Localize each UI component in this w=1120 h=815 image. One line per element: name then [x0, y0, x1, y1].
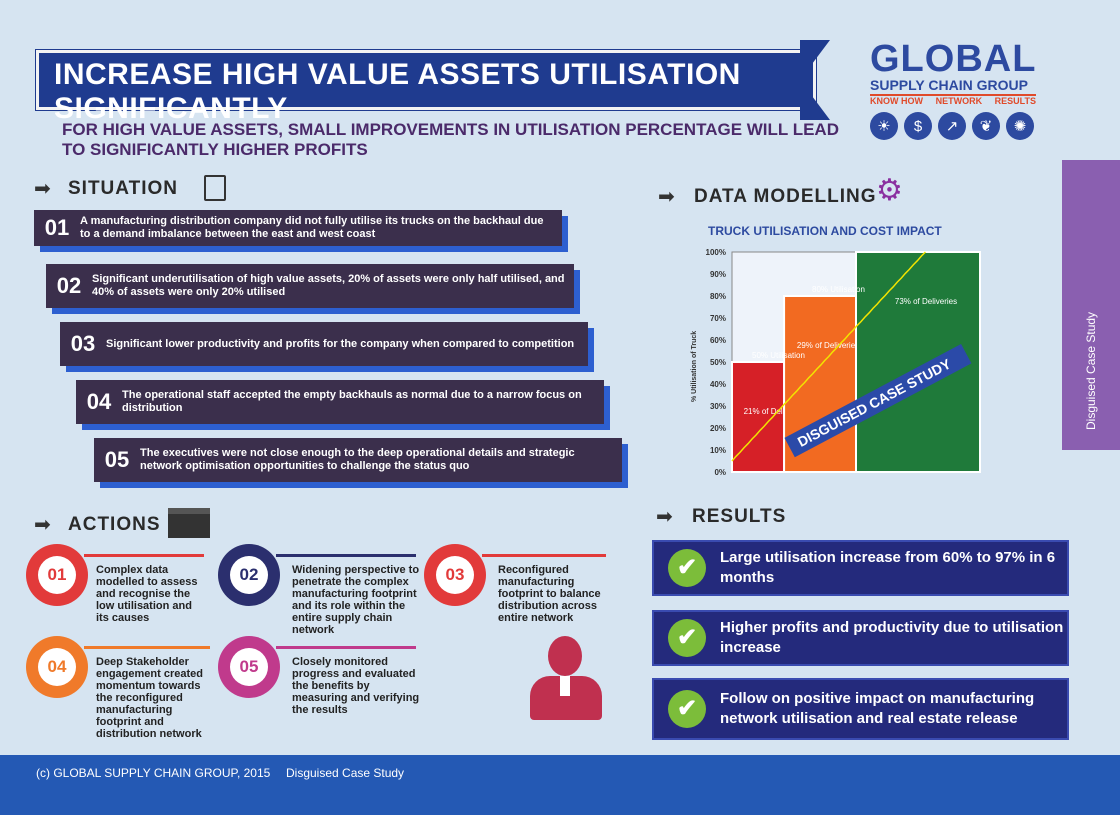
divider: [276, 554, 416, 557]
clapperboard-icon: [168, 508, 210, 538]
check-icon: ✔: [668, 619, 706, 657]
result-card: ✔ Follow on positive impact on manufactu…: [652, 678, 1069, 740]
data-modelling-heading: DATA MODELLING: [694, 186, 877, 207]
banner-ribbon-tail: [800, 40, 830, 120]
side-tab: Disguised Case Study: [1062, 160, 1120, 450]
y-tick-label: 100%: [706, 248, 726, 257]
document-edit-icon: [204, 175, 226, 201]
logo-tag-knowhow: KNOW HOW: [870, 96, 923, 106]
y-tick-label: 40%: [710, 380, 726, 389]
y-tick-label: 20%: [710, 424, 726, 433]
y-tick-label: 60%: [710, 336, 726, 345]
arrow-right-icon: ➡: [656, 506, 673, 528]
network-icon: ✺: [1006, 112, 1034, 140]
actions-heading: ACTIONS: [68, 514, 161, 535]
gear-icon: 05: [218, 636, 280, 698]
utilisation-chart: 21% of Deliv 29% of Deliveries 73% of Deli…: [676, 240, 996, 490]
arrow-right-icon: ➡: [34, 178, 51, 200]
footer-copyright: (c) GLOBAL SUPPLY CHAIN GROUP, 2015: [36, 766, 271, 780]
gears-icon: ⚙: [876, 174, 903, 207]
logo-tag-network: NETWORK: [935, 96, 983, 106]
annotation-label: 80% Utilisation: [812, 285, 865, 294]
situation-item: 05 The executives were not close enough …: [94, 438, 622, 482]
logo-tag-results: RESULTS: [994, 96, 1036, 106]
dollar-icon: $: [904, 112, 932, 140]
band-label: 21% of Deliv: [744, 407, 789, 416]
check-icon: ✔: [668, 690, 706, 728]
y-tick-label: 0%: [714, 468, 726, 477]
logo: GLOBAL SUPPLY CHAIN GROUP KNOW HOW NETWO…: [870, 40, 1050, 140]
divider: [84, 646, 210, 649]
y-axis-label: % Utilisation of Truck: [691, 331, 698, 402]
situation-item: 02 Significant underutilisation of high …: [46, 264, 574, 308]
arrow-right-icon: ➡: [34, 514, 51, 536]
band-label: 73% of Deliveries: [895, 297, 957, 306]
gear-icon: 01: [26, 544, 88, 606]
page-title: INCREASE HIGH VALUE ASSETS UTILISATION S…: [54, 58, 741, 125]
divider: [276, 646, 416, 649]
y-tick-label: 90%: [710, 270, 726, 279]
page-subtitle: FOR HIGH VALUE ASSETS, SMALL IMPROVEMENT…: [62, 120, 839, 159]
utilisation-line: [731, 251, 926, 462]
logo-wordmark: GLOBAL: [870, 38, 1037, 80]
result-card: ✔ Large utilisation increase from 60% to…: [652, 540, 1069, 596]
y-tick-label: 70%: [710, 314, 726, 323]
annotation-label: 50% Utilisation: [752, 351, 805, 360]
lightbulb-icon: ☀: [870, 112, 898, 140]
footer-note: Disguised Case Study: [286, 766, 405, 780]
chart-title: TRUCK UTILISATION AND COST IMPACT: [708, 224, 942, 238]
footer: [0, 755, 1120, 815]
situation-heading: SITUATION: [68, 178, 178, 199]
leaf-icon: ❦: [972, 112, 1000, 140]
y-tick-label: 50%: [710, 358, 726, 367]
side-tab-label: Disguised Case Study: [1084, 311, 1098, 430]
divider: [482, 554, 606, 557]
chart-band: [731, 361, 786, 473]
y-tick-label: 30%: [710, 402, 726, 411]
gear-icon: 02: [218, 544, 280, 606]
y-tick-label: 80%: [710, 292, 726, 301]
result-card: ✔ Higher profits and productivity due to…: [652, 610, 1069, 666]
band-label: 29% of Deliveries: [797, 341, 859, 350]
watermark-band: [784, 343, 972, 458]
trend-icon: ↗: [938, 112, 966, 140]
gear-icon: 03: [424, 544, 486, 606]
y-tick-label: 10%: [710, 446, 726, 455]
chart-svg: 21% of Deliv 29% of Deliveries 73% of Deli…: [691, 248, 981, 477]
logo-tagline: SUPPLY CHAIN GROUP: [870, 77, 1028, 93]
check-icon: ✔: [668, 549, 706, 587]
situation-item: 03 Significant lower productivity and pr…: [60, 322, 588, 366]
situation-item: 01 A manufacturing distribution company …: [34, 210, 562, 246]
title-banner: [36, 50, 816, 110]
businessman-icon: [526, 636, 606, 722]
results-heading: RESULTS: [692, 506, 787, 527]
gear-icon: 04: [26, 636, 88, 698]
divider: [84, 554, 204, 557]
situation-item: 04 The operational staff accepted the em…: [76, 380, 604, 424]
arrow-right-icon: ➡: [658, 186, 675, 208]
